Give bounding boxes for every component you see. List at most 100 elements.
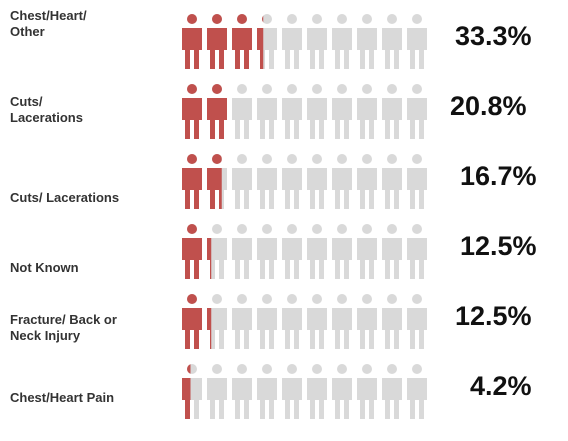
icon-head bbox=[412, 224, 422, 234]
icon-head bbox=[337, 364, 347, 374]
icon-body bbox=[182, 98, 202, 139]
icon-head bbox=[312, 364, 322, 374]
icon-head bbox=[287, 364, 297, 374]
icon-head bbox=[312, 154, 322, 164]
icon-head bbox=[187, 84, 197, 94]
filled-icons bbox=[182, 14, 264, 69]
icon-body bbox=[382, 378, 402, 419]
icon-body bbox=[257, 28, 264, 69]
icon-head bbox=[412, 364, 422, 374]
empty-icons bbox=[182, 294, 427, 349]
icon-body bbox=[332, 308, 352, 349]
icon-head bbox=[287, 294, 297, 304]
icon-head bbox=[237, 294, 247, 304]
icon-body bbox=[182, 168, 202, 209]
icon-head bbox=[337, 84, 347, 94]
category-label-text: Fracture/ Back or Neck Injury bbox=[10, 312, 117, 343]
icon-body bbox=[332, 378, 352, 419]
icon-body bbox=[382, 308, 402, 349]
icon-head bbox=[237, 224, 247, 234]
icon-body bbox=[207, 238, 227, 279]
icon-body bbox=[232, 238, 252, 279]
icon-head bbox=[212, 364, 222, 374]
icon-head bbox=[287, 14, 297, 24]
icon-head bbox=[287, 224, 297, 234]
empty-icons bbox=[182, 224, 427, 279]
filled-icons bbox=[182, 294, 212, 349]
icon-body bbox=[357, 238, 377, 279]
icon-head bbox=[262, 294, 272, 304]
icon-head bbox=[212, 154, 222, 164]
icon-body bbox=[257, 98, 277, 139]
icon-body bbox=[232, 168, 252, 209]
category-label: Chest/Heart Pain bbox=[10, 390, 114, 405]
icon-head bbox=[412, 84, 422, 94]
icon-body bbox=[357, 308, 377, 349]
icon-head bbox=[237, 14, 247, 24]
value-label: 12.5% bbox=[460, 231, 537, 261]
icon-head bbox=[387, 364, 397, 374]
category-label: Not Known bbox=[10, 260, 79, 275]
icon-head bbox=[387, 84, 397, 94]
category-label-text: Chest/Heart/ Other bbox=[10, 8, 87, 39]
filled-icons bbox=[182, 154, 222, 209]
icon-body bbox=[282, 238, 302, 279]
icon-body bbox=[257, 168, 277, 209]
value-label: 4.2% bbox=[470, 371, 532, 401]
category-label-text: Cuts/ Lacerations bbox=[10, 94, 83, 125]
icon-body bbox=[207, 378, 227, 419]
icon-head bbox=[237, 84, 247, 94]
icon-head bbox=[287, 154, 297, 164]
icon-body bbox=[407, 168, 427, 209]
icon-body bbox=[332, 28, 352, 69]
icon-body bbox=[182, 28, 202, 69]
icon-body bbox=[182, 378, 191, 419]
icon-head bbox=[337, 14, 347, 24]
icon-head bbox=[387, 14, 397, 24]
filled-icons bbox=[182, 84, 227, 139]
icon-head bbox=[312, 224, 322, 234]
icon-body bbox=[207, 28, 227, 69]
icon-head bbox=[187, 294, 197, 304]
icon-body bbox=[257, 238, 277, 279]
icon-head bbox=[262, 84, 272, 94]
value-label: 16.7% bbox=[460, 161, 537, 191]
icon-head bbox=[362, 14, 372, 24]
icon-head bbox=[212, 14, 222, 24]
icon-body bbox=[332, 98, 352, 139]
empty-icons bbox=[182, 364, 427, 419]
icon-body bbox=[307, 168, 327, 209]
icon-head bbox=[312, 294, 322, 304]
icon-head bbox=[187, 224, 197, 234]
icon-head bbox=[237, 364, 247, 374]
icon-body bbox=[307, 308, 327, 349]
icon-head bbox=[312, 14, 322, 24]
icon-body bbox=[307, 98, 327, 139]
icon-head bbox=[387, 154, 397, 164]
icon-body bbox=[282, 28, 302, 69]
icon-body bbox=[182, 238, 202, 279]
icon-head bbox=[412, 154, 422, 164]
icon-head bbox=[212, 294, 222, 304]
icon-body bbox=[282, 168, 302, 209]
icon-body bbox=[382, 168, 402, 209]
icon-body bbox=[282, 308, 302, 349]
icon-body bbox=[357, 168, 377, 209]
icon-body bbox=[357, 28, 377, 69]
icon-body bbox=[382, 28, 402, 69]
icon-body bbox=[307, 378, 327, 419]
icon-body bbox=[232, 28, 252, 69]
icon-body bbox=[357, 378, 377, 419]
filled-icons bbox=[182, 364, 191, 419]
icon-head bbox=[362, 84, 372, 94]
icon-body bbox=[232, 98, 252, 139]
icon-head bbox=[262, 224, 272, 234]
icon-head bbox=[262, 15, 264, 23]
icon-head bbox=[387, 224, 397, 234]
icon-head bbox=[362, 224, 372, 234]
icon-body bbox=[407, 378, 427, 419]
icon-body bbox=[407, 238, 427, 279]
icon-body bbox=[407, 98, 427, 139]
icon-body bbox=[232, 378, 252, 419]
